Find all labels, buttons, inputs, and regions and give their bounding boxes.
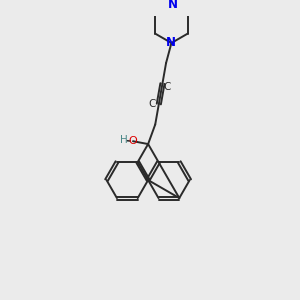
Text: C: C <box>148 99 156 109</box>
Text: H: H <box>120 135 128 145</box>
Text: C: C <box>164 82 171 92</box>
Text: N: N <box>167 0 177 11</box>
Text: N: N <box>166 37 176 50</box>
Text: O: O <box>129 136 137 146</box>
